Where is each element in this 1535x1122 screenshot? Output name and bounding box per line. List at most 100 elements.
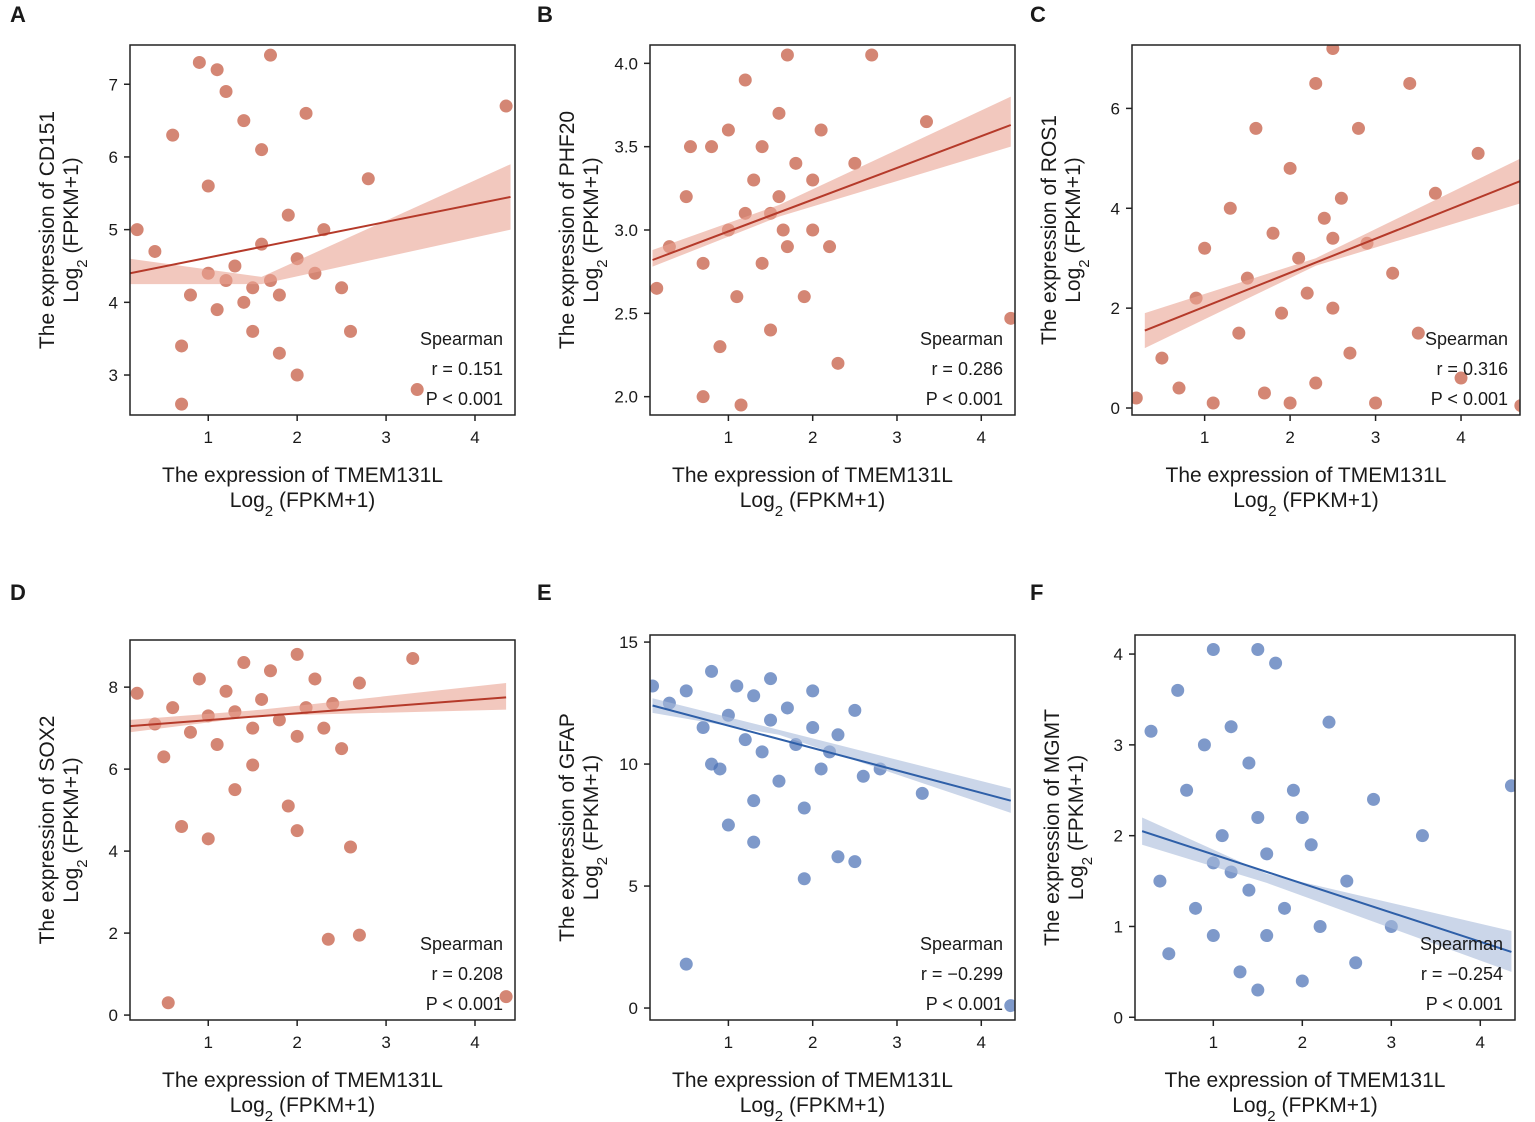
x-tick-label: 1 [204,1033,213,1052]
point [281,799,295,813]
point [317,721,331,735]
y-tick-label: 4.0 [614,54,638,73]
y-tick-label: 10 [619,755,638,774]
point [806,684,820,698]
point [915,786,929,800]
point [1343,346,1357,360]
unit-rest: (FPKM+1) [60,757,83,859]
unit-label: Log2 (FPKM+1) [1233,489,1379,520]
point [814,762,828,776]
point [1004,999,1015,1013]
annotation: r = −0.299 [921,964,1003,984]
x-tick-label: 1 [724,1033,733,1052]
x-axis-label: The expression of TMEM131L [1165,1069,1446,1092]
y-tick-label: 4 [109,842,118,861]
annotation: r = 0.286 [931,359,1003,379]
point [290,729,304,743]
point [734,398,748,412]
point [219,85,233,99]
point [747,173,761,187]
point [1224,720,1238,734]
point [1283,161,1297,175]
unit-rest: (FPKM+1) [580,157,603,259]
point [1223,201,1237,215]
point [831,728,845,742]
point [856,769,870,783]
unit-sub: 2 [594,857,611,865]
point [1233,965,1247,979]
point [263,664,277,678]
unit-sub: 2 [594,259,611,267]
point [1251,811,1265,825]
point [263,48,277,62]
point [1215,829,1229,843]
point [255,143,269,157]
unit-label: Log2 (FPKM+1) [230,489,376,520]
point [1317,211,1331,225]
point [299,106,313,120]
point [175,820,189,834]
point [1313,919,1327,933]
point [246,324,260,338]
point [1232,326,1246,340]
point [1514,399,1520,412]
point [246,758,260,772]
point [650,281,664,295]
unit-base: Log [580,865,603,900]
point [755,140,769,154]
point [1326,231,1340,245]
point [738,733,752,747]
point [228,783,242,797]
point [237,656,251,670]
point [210,303,224,317]
point [237,295,251,309]
point [1283,396,1297,410]
unit-sub: 2 [1267,1108,1275,1122]
annotation: Spearman [420,934,503,954]
x-tick-label: 1 [724,428,733,447]
point [161,996,175,1010]
y-tick-label: 3 [1114,736,1123,755]
point [410,383,424,397]
y-tick-label: 3.0 [614,221,638,240]
axes-frame [1134,634,1516,1021]
point [1198,241,1212,255]
point [1428,186,1442,200]
unit-rest: (FPKM+1) [580,755,603,857]
y-axis-label: The expression of MGMT [1041,709,1064,946]
point [831,850,845,864]
point [1260,847,1274,861]
point [764,323,778,337]
unit-sub: 2 [1268,503,1276,520]
point [1144,724,1158,738]
axes-frame [649,634,1016,1021]
point [772,190,786,204]
point [797,872,811,886]
point [806,223,820,237]
plot-area [1141,643,1515,997]
confidence-band [130,683,507,733]
point [755,745,769,759]
point [1172,381,1186,395]
point [797,290,811,304]
unit-label: Log2 (FPKM+1) [1065,755,1096,901]
point [175,397,189,411]
point [1322,715,1336,729]
panel-label: A [10,2,26,27]
unit-label: Log2 (FPKM+1) [580,755,611,901]
x-tick-label: 4 [1456,428,1465,447]
point [919,115,933,129]
confidence-band [652,698,1011,813]
point [335,281,349,295]
point [831,356,845,370]
point [272,713,286,727]
point [166,701,180,715]
point [1162,947,1176,961]
point [764,672,778,686]
point [683,140,697,154]
y-axis-label: The expression of PHF20 [556,111,579,349]
point [1189,901,1203,915]
